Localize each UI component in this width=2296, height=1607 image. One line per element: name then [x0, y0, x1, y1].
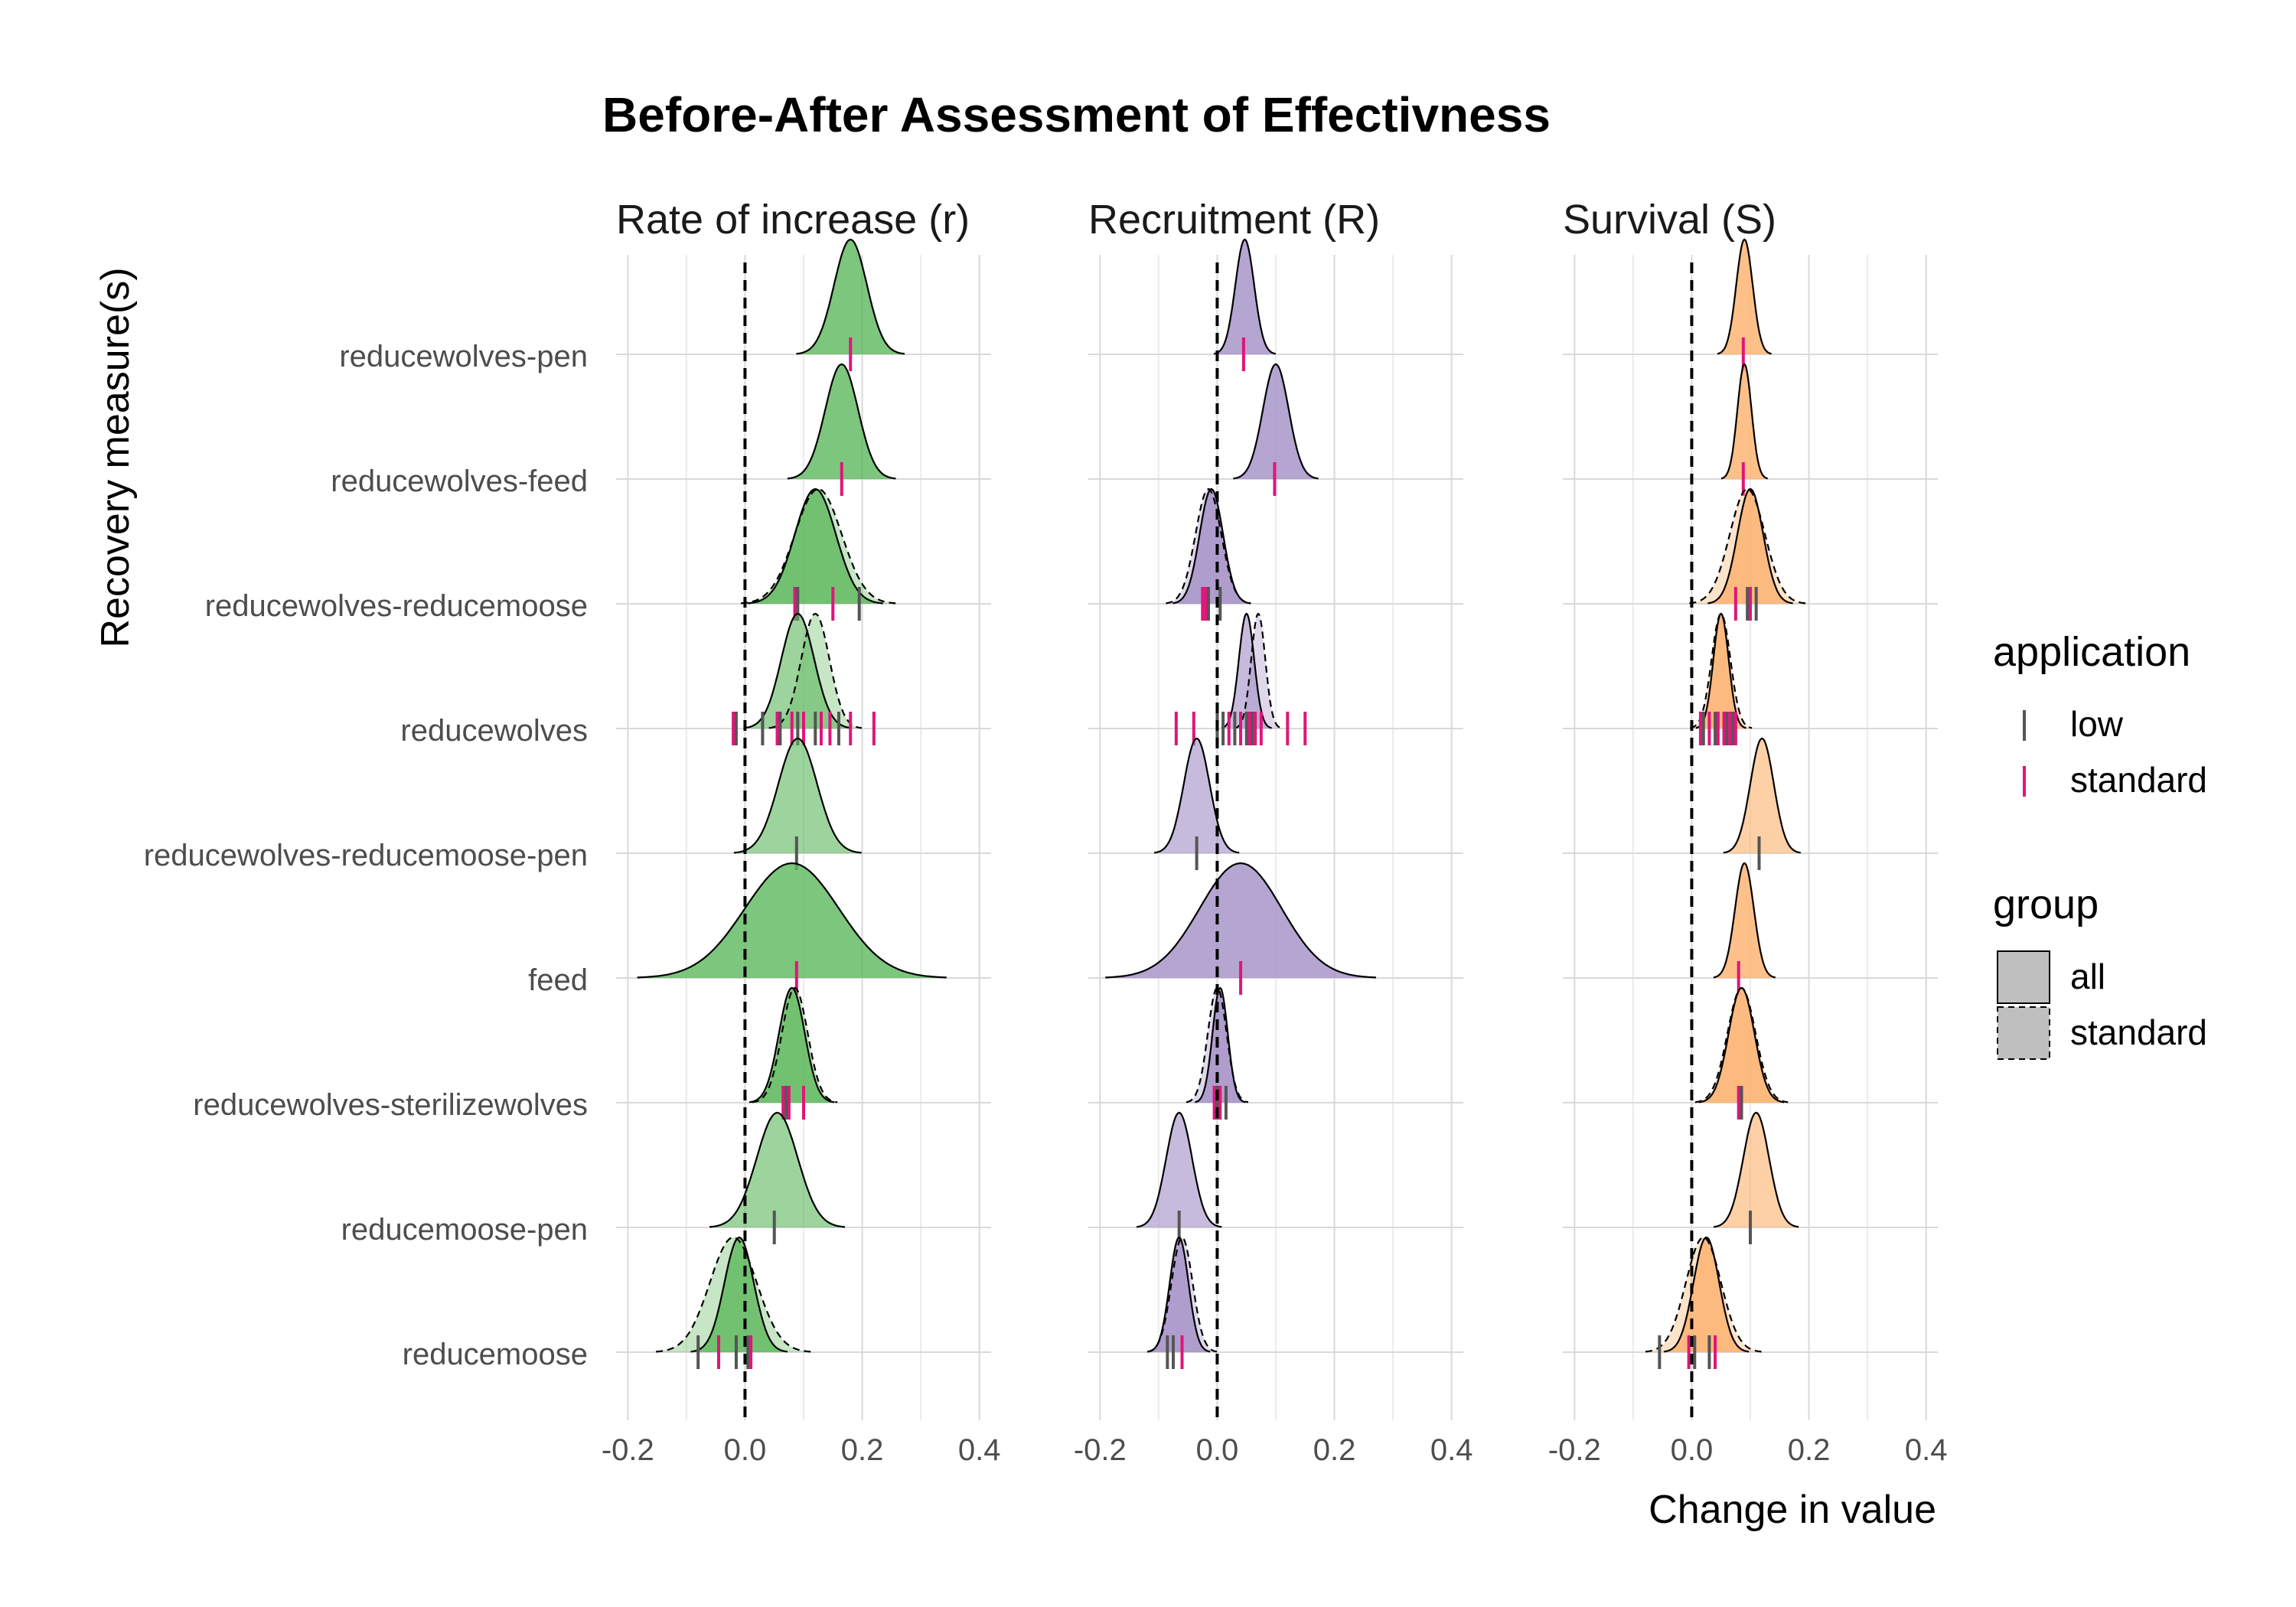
x-tick-label: 0.0 [724, 1433, 767, 1467]
density-outline-all [748, 986, 835, 1103]
ridge-row [1690, 612, 1753, 745]
ridge-row [787, 363, 896, 496]
ridge-row [740, 487, 896, 621]
ridge-row [1153, 737, 1240, 870]
density-outline-all [1717, 238, 1773, 355]
density-outline-all [1147, 1236, 1211, 1353]
density-outline-all [1723, 737, 1802, 854]
density-outline-all [690, 1236, 788, 1353]
ridge-row [1213, 238, 1277, 371]
y-axis-title: Recovery measure(s) [93, 267, 138, 647]
panel-3: Survival (S) -0.2 0.0 0.2 0.4 [1548, 197, 1948, 1467]
legend-application-standard: standard [2070, 760, 2207, 800]
ridge-row [709, 1111, 846, 1244]
y-tick-label: reducemoose-pen [341, 1213, 588, 1247]
x-tick-label: 0.2 [1788, 1433, 1831, 1467]
panel-title: Rate of increase (r) [616, 197, 970, 243]
panel-2: Recruitment (R) -0.2 0.0 0.2 0.4 [1074, 197, 1473, 1467]
ridge-row [732, 612, 876, 745]
x-tick-label: -0.2 [1074, 1433, 1127, 1467]
ridge-row [1166, 487, 1251, 621]
y-tick-label: reducewolves-feed [331, 464, 588, 498]
x-tick-label: 0.0 [1196, 1433, 1239, 1467]
ridge-row [1645, 1236, 1762, 1369]
density-outline-all [1213, 238, 1277, 355]
ridge-row [1694, 986, 1789, 1120]
y-tick-label: feed [528, 963, 588, 997]
density-outline-all [1233, 363, 1319, 480]
density-outline-all [1713, 1111, 1799, 1228]
ridge-row [1233, 363, 1319, 496]
y-tick-label: reducewolves-pen [339, 340, 588, 373]
density-outline-standard [1234, 612, 1282, 729]
chart-title: Before-After Assessment of Effectivness [602, 87, 1551, 142]
legend-application-low: low [2070, 704, 2124, 744]
density-fill-standard [1689, 489, 1805, 604]
ridge-row [796, 238, 905, 371]
legend-group-all-key [1997, 950, 2050, 1004]
panel-title: Survival (S) [1563, 197, 1776, 243]
density-outline-all [1172, 487, 1251, 605]
x-tick-label: 0.4 [958, 1433, 1001, 1467]
x-tick-label: 0.4 [1430, 1433, 1473, 1467]
ridge-row [1174, 612, 1307, 745]
density-fill-standard [1234, 614, 1282, 729]
panel-1: Rate of increase (r) -0.2 0.0 0.2 0.4 [602, 197, 1001, 1467]
x-tick-label: -0.2 [1548, 1433, 1601, 1467]
density-outline-all [709, 1111, 846, 1228]
legend-group-title: group [1993, 882, 2099, 927]
density-outline-all [1720, 363, 1769, 480]
density-outline-standard [752, 986, 838, 1103]
y-tick-label: reducewolves [400, 714, 588, 748]
density-outline-all [1713, 862, 1776, 979]
density-outline-standard [768, 612, 863, 729]
density-outline-all [1698, 986, 1785, 1103]
density-outline-all [1707, 487, 1793, 605]
ridge-row [1723, 737, 1802, 870]
ridge-row [1713, 1111, 1799, 1244]
density-fill-standard [1645, 1237, 1762, 1352]
legend: application low standard group all stand… [1993, 629, 2207, 1060]
density-outline-all [733, 737, 862, 854]
x-tick-label: 0.2 [841, 1433, 884, 1467]
x-tick-label: 0.2 [1313, 1433, 1356, 1467]
density-outline-all [1663, 1236, 1750, 1353]
ridge-row [655, 1236, 811, 1369]
density-outline-all [787, 363, 896, 480]
x-tick-label: -0.2 [602, 1433, 654, 1467]
legend-group-all: all [2070, 957, 2105, 996]
density-outline-all [796, 238, 905, 355]
y-tick-label: reducewolves-reducemoose [205, 589, 588, 623]
x-tick-label: 0.0 [1671, 1433, 1714, 1467]
x-tick-label: 0.4 [1905, 1433, 1948, 1467]
density-outline-standard [1166, 487, 1251, 605]
density-outline-standard [655, 1236, 811, 1353]
y-tick-label: reducewolves-reducemoose-pen [144, 839, 588, 872]
ridge-row [1105, 862, 1376, 995]
density-outline-standard [1186, 986, 1249, 1103]
legend-application-title: application [1993, 629, 2190, 675]
y-tick-label: reducewolves-sterilizewolves [193, 1088, 588, 1122]
x-axis-title: Change in value [1649, 1488, 1936, 1532]
panel-title: Recruitment (R) [1088, 197, 1380, 243]
density-outline-standard [740, 487, 896, 605]
ridge-row [1720, 363, 1769, 496]
density-outline-all [1105, 862, 1376, 979]
density-outline-all [1136, 1111, 1222, 1228]
density-outline-all [1195, 986, 1246, 1103]
density-outline-all [1153, 737, 1240, 854]
plot-area: reducewolves-pen reducewolves-feed reducew… [144, 197, 1948, 1467]
ridge-row [748, 986, 838, 1120]
legend-group-standard: standard [2070, 1012, 2207, 1052]
ridge-row [1146, 1236, 1218, 1369]
y-tick-label: reducemoose [403, 1338, 588, 1371]
ridge-row [1689, 487, 1806, 621]
legend-group-standard-key [1997, 1006, 2050, 1060]
density-outline-all [637, 862, 947, 979]
